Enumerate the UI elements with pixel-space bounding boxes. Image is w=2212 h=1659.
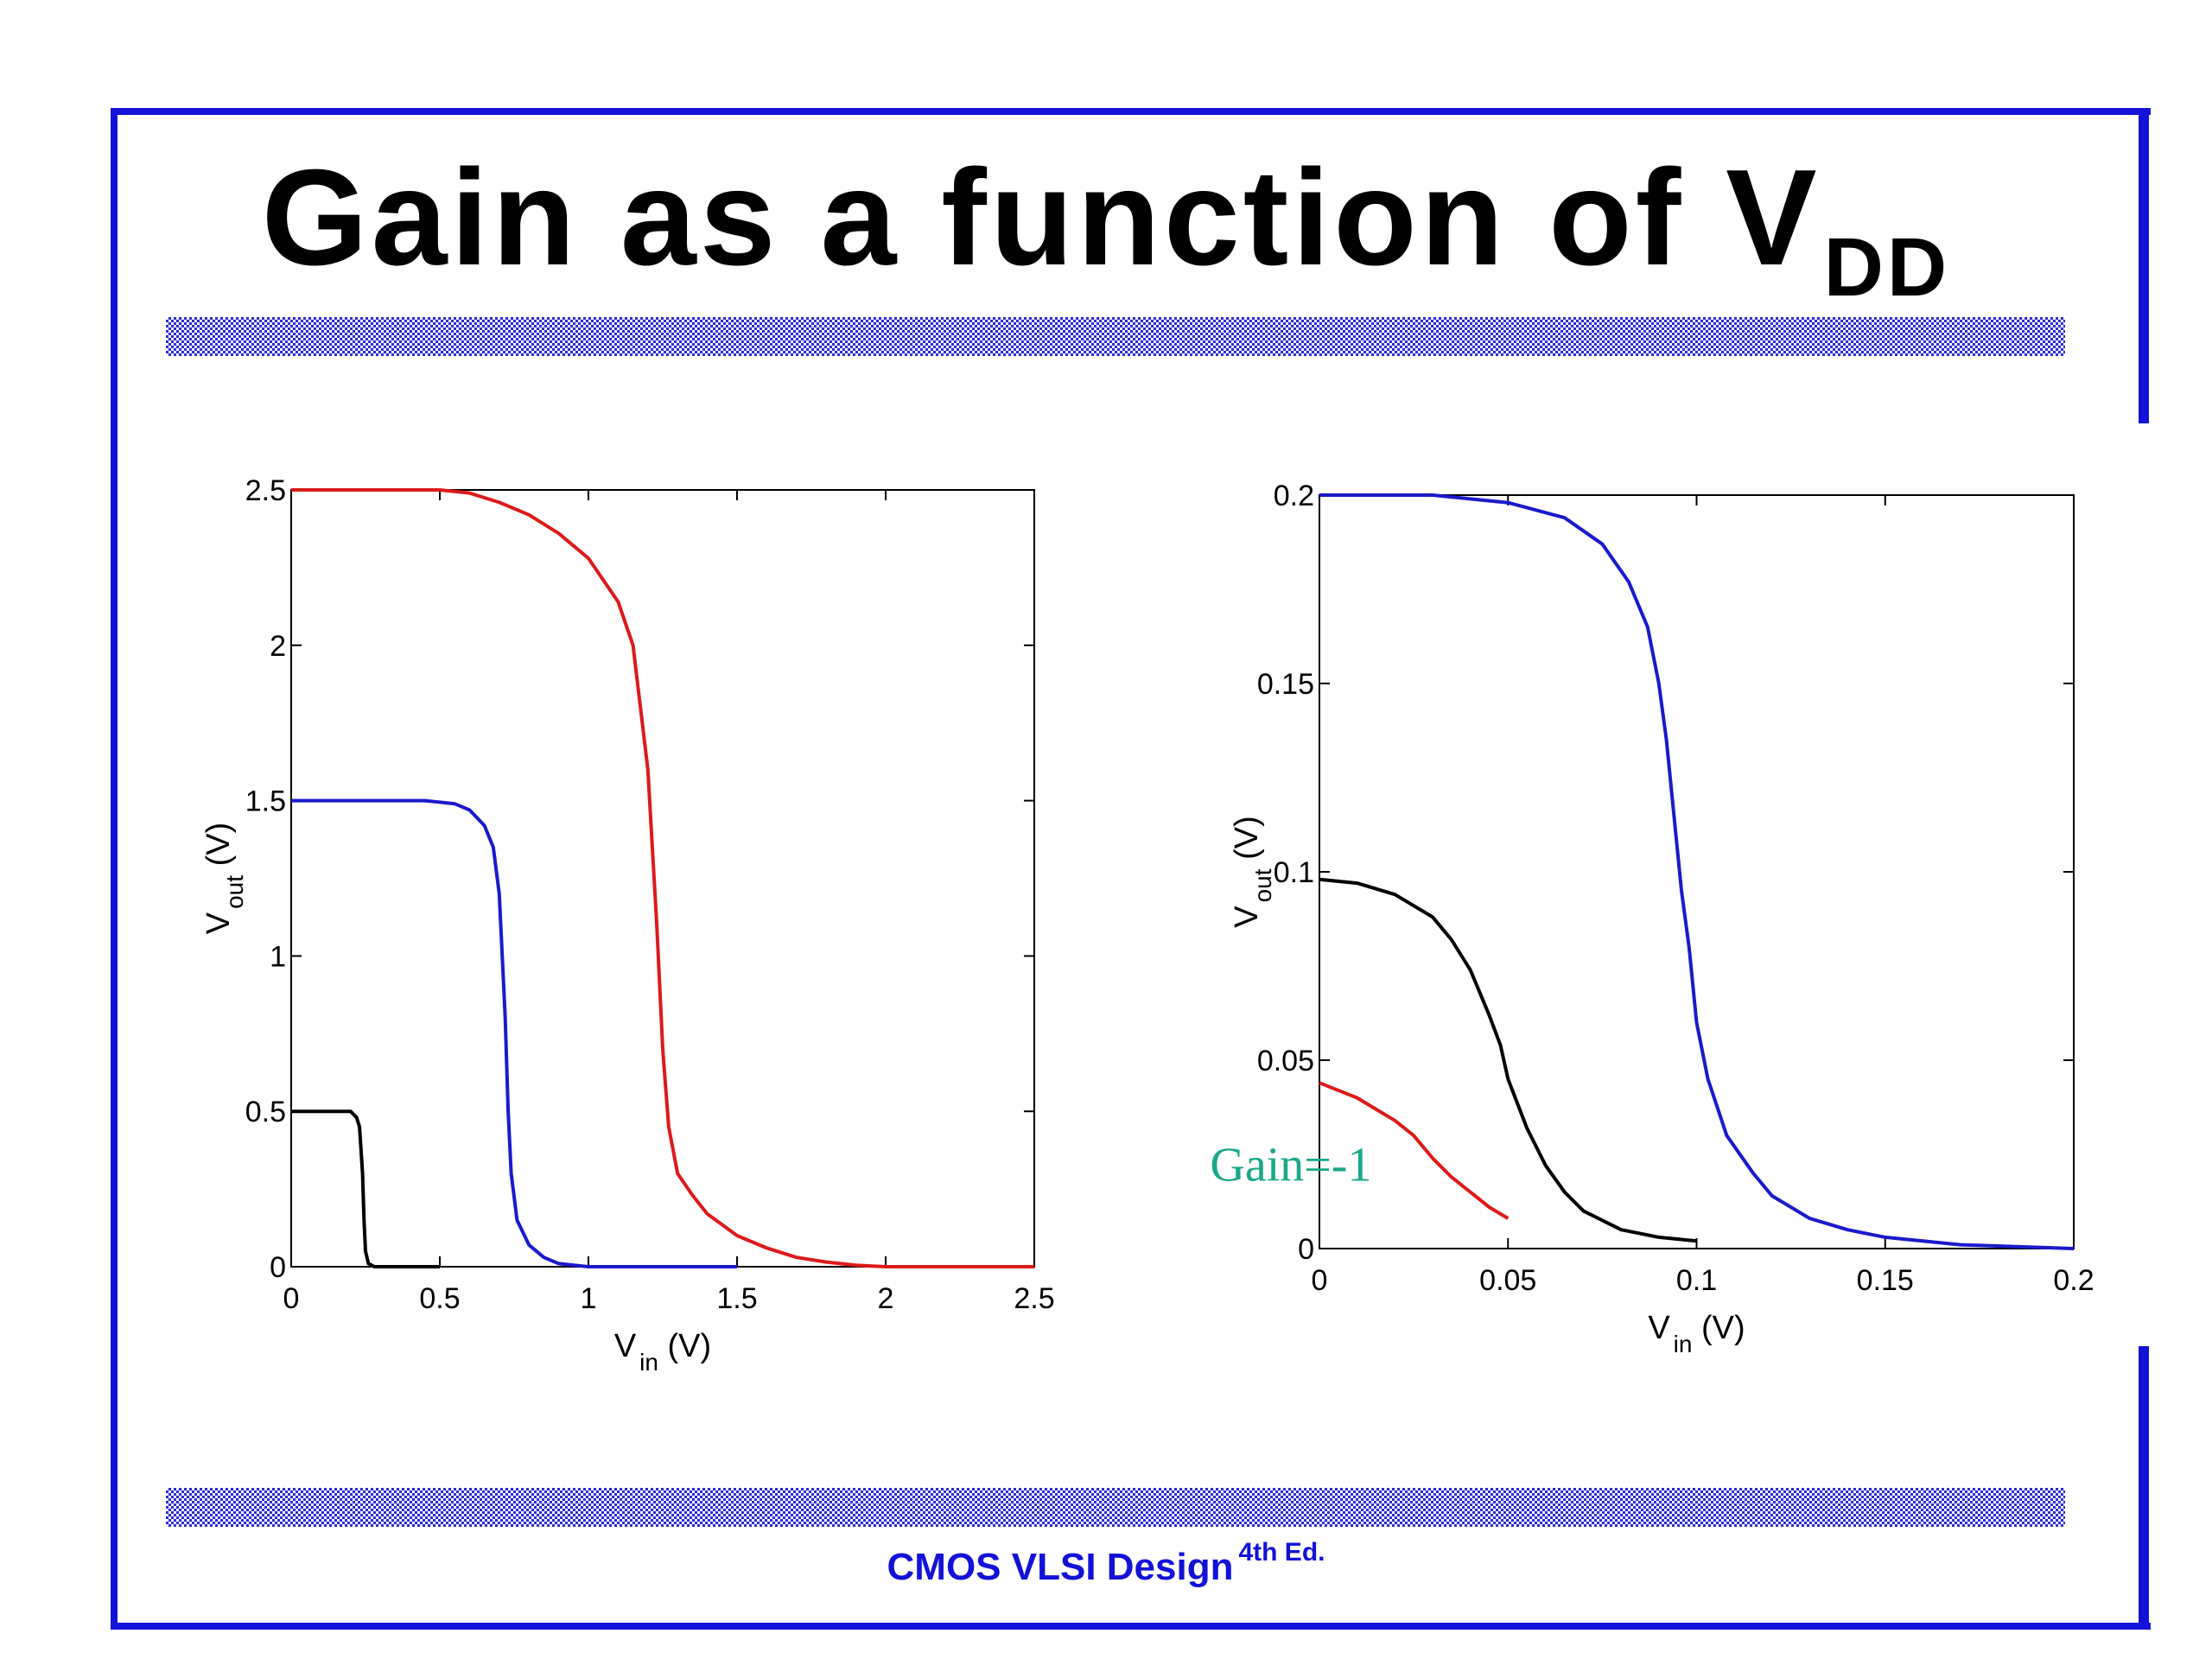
title-subscript: DD	[1823, 221, 1951, 314]
x-tick-label: 0.15	[1857, 1264, 1914, 1297]
y-tick-label: 2.5	[245, 474, 286, 507]
x-tick-label: 0.1	[1676, 1264, 1717, 1297]
series-line-1	[1319, 493, 2075, 1250]
slide-frame	[111, 108, 2151, 1630]
x-tick-label: 0.2	[2053, 1264, 2094, 1297]
x-tick-label: 0.5	[419, 1282, 460, 1315]
series-line-3	[291, 1109, 440, 1268]
series-line-3	[1319, 1081, 1510, 1220]
x-tick-label: 2	[878, 1282, 894, 1315]
y-tick-label: 0	[270, 1251, 286, 1284]
chart-1: 0 0.5 1 1.5 2 2.5 0 0.5 1 1.5 2 2.5 V in (V) Vout (V)	[200, 474, 1055, 1376]
y-tick-label: 0	[1298, 1233, 1314, 1266]
y-axis-label: Vout (V)	[1229, 816, 1276, 928]
annotation-gain: Gain=-1	[1210, 1139, 1371, 1192]
y-tick-label: 0.05	[1257, 1045, 1314, 1077]
y-tick-label: 1	[270, 940, 286, 973]
x-tick-label: 2.5	[1014, 1282, 1054, 1315]
x-tick-label: 0	[1312, 1264, 1328, 1297]
y-tick-label: 0.2	[1274, 480, 1314, 512]
x-tick-label: 1	[581, 1282, 597, 1315]
footer: CMOS VLSI Design 4th Ed.	[0, 1538, 2212, 1589]
chart-2: 0 0.05 0.1 0.15 0.2 0 0.05 0.1 0.15 0.2 V in (V) Vou…	[1210, 480, 2094, 1357]
plot-frame	[290, 489, 1035, 1268]
footer-main: CMOS VLSI Design	[887, 1546, 1234, 1588]
x-tick-label: 1.5	[716, 1282, 757, 1315]
y-tick-label: 2	[270, 630, 286, 663]
series-line-2	[1319, 877, 1697, 1243]
footer-superscript: 4th Ed.	[1238, 1538, 1325, 1567]
x-tick-label: 0.05	[1479, 1264, 1536, 1297]
x-tick-label: 0	[283, 1282, 300, 1315]
slide-title: Gain as a function of VDD	[0, 140, 2212, 315]
top-checkered-band	[166, 317, 2065, 356]
y-tick-label: 0.15	[1257, 668, 1314, 701]
y-tick-label: 1.5	[245, 785, 286, 818]
frame-right-bar-bottom	[2139, 1346, 2149, 1623]
frame-right-bar-top	[2139, 108, 2149, 423]
series-line-1	[291, 488, 1034, 1268]
title-main: Gain as a function of V	[261, 142, 1821, 294]
y-tick-label: 0.5	[245, 1096, 286, 1128]
series-line-2	[291, 798, 737, 1268]
y-axis-label: Vout (V)	[200, 823, 248, 935]
bottom-checkered-band	[166, 1488, 2065, 1527]
plot-frame	[1319, 494, 2075, 1249]
y-tick-label: 0.1	[1274, 856, 1314, 889]
